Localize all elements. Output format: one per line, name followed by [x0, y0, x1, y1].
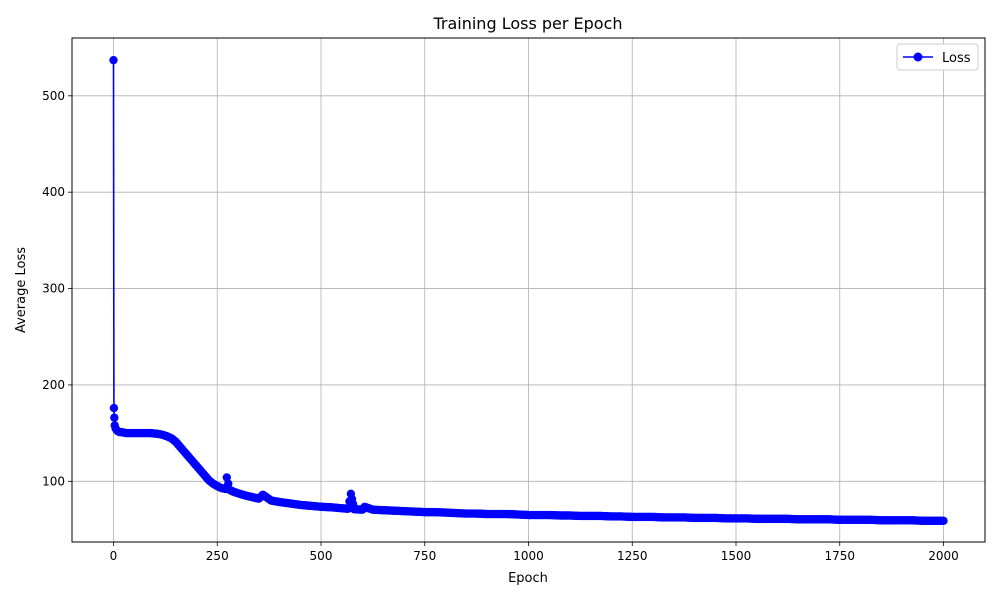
y-axis-title: Average Loss [14, 247, 29, 333]
series-point [109, 403, 119, 413]
y-tick-label: 500 [42, 89, 65, 103]
grid-lines [72, 38, 985, 542]
x-tick-label: 1750 [824, 549, 855, 563]
series-point [110, 413, 119, 422]
legend-marker-swatch [913, 52, 923, 62]
x-tick-label: 250 [206, 549, 229, 563]
x-tick-label: 500 [310, 549, 333, 563]
y-tick-label: 300 [42, 282, 65, 296]
series-point [224, 479, 233, 488]
x-axis: 0 250 500 750 1000 1250 1500 1750 2000 [110, 542, 959, 563]
x-tick-label: 2000 [928, 549, 959, 563]
legend-box [896, 43, 979, 71]
series-point [939, 516, 948, 525]
series-point [109, 55, 118, 65]
x-tick-label: 0 [110, 549, 118, 563]
y-tick-label: 100 [42, 474, 65, 488]
x-tick-label: 750 [413, 549, 436, 563]
legend: Loss [896, 43, 979, 71]
x-axis-title: Epoch [508, 571, 548, 586]
y-axis: 100 200 300 400 500 [42, 89, 72, 488]
series-point [222, 473, 231, 482]
y-tick-label: 200 [42, 378, 65, 392]
x-tick-label: 1000 [513, 549, 544, 563]
x-tick-label: 1500 [721, 549, 752, 563]
legend-label-loss: Loss [942, 51, 971, 66]
chart-title: Training Loss per Epoch [432, 14, 622, 33]
y-tick-label: 400 [42, 185, 65, 199]
x-tick-label: 1250 [617, 549, 648, 563]
series-layer [109, 55, 948, 525]
